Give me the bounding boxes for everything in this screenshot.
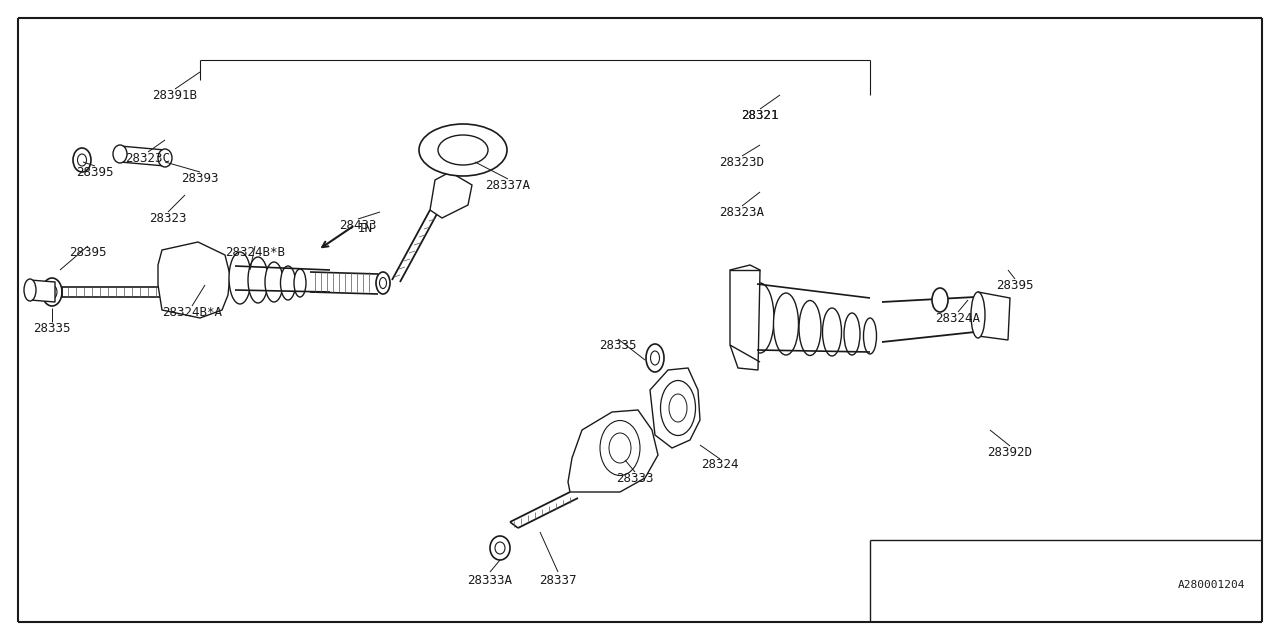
Ellipse shape (650, 351, 659, 365)
Ellipse shape (42, 278, 61, 306)
Ellipse shape (490, 536, 509, 560)
Text: 28395: 28395 (77, 166, 114, 179)
Text: 28395: 28395 (996, 278, 1034, 291)
Text: 28433: 28433 (339, 218, 376, 232)
Ellipse shape (495, 542, 506, 554)
Polygon shape (568, 410, 658, 492)
Text: 28393: 28393 (182, 172, 219, 184)
Text: 28333A: 28333A (467, 573, 512, 586)
Text: 28323: 28323 (150, 211, 187, 225)
Text: A280001204: A280001204 (1178, 580, 1245, 590)
Polygon shape (430, 172, 472, 218)
Ellipse shape (646, 344, 664, 372)
Ellipse shape (419, 124, 507, 176)
Text: 28333: 28333 (616, 472, 654, 484)
Text: 28324B*A: 28324B*A (163, 305, 221, 319)
Ellipse shape (294, 269, 306, 297)
Ellipse shape (376, 272, 390, 294)
Ellipse shape (609, 433, 631, 463)
Ellipse shape (113, 145, 127, 163)
Text: 28335: 28335 (599, 339, 636, 351)
Ellipse shape (669, 394, 687, 422)
Ellipse shape (932, 288, 948, 312)
Polygon shape (978, 292, 1010, 340)
Ellipse shape (24, 279, 36, 301)
Ellipse shape (972, 292, 986, 338)
Ellipse shape (660, 381, 695, 435)
Polygon shape (157, 242, 230, 318)
Ellipse shape (799, 301, 820, 355)
Text: 28395: 28395 (69, 246, 106, 259)
Ellipse shape (600, 420, 640, 476)
Text: 28324A: 28324A (936, 312, 980, 324)
Ellipse shape (773, 293, 799, 355)
Text: 28391B: 28391B (152, 88, 197, 102)
Text: 28324: 28324 (701, 458, 739, 472)
Text: 28323D: 28323D (719, 156, 764, 168)
Ellipse shape (844, 313, 860, 355)
Polygon shape (650, 368, 700, 448)
Ellipse shape (438, 135, 488, 165)
Text: 28321: 28321 (741, 109, 778, 122)
Ellipse shape (265, 262, 283, 302)
Ellipse shape (379, 278, 387, 289)
Polygon shape (730, 265, 760, 370)
Text: 28324B*B: 28324B*B (225, 246, 285, 259)
Text: 28323A: 28323A (719, 205, 764, 218)
Text: 28323C: 28323C (125, 152, 170, 164)
Text: 28392D: 28392D (987, 445, 1033, 458)
Ellipse shape (157, 149, 172, 167)
Ellipse shape (746, 283, 774, 353)
Ellipse shape (248, 257, 268, 303)
Polygon shape (29, 280, 55, 302)
Ellipse shape (73, 148, 91, 172)
Text: 28337A: 28337A (485, 179, 530, 191)
Ellipse shape (864, 318, 877, 354)
Text: 28321: 28321 (741, 109, 778, 122)
Ellipse shape (78, 154, 87, 166)
Polygon shape (120, 146, 165, 166)
Ellipse shape (229, 252, 251, 304)
Text: IN: IN (357, 221, 372, 234)
Text: 28337: 28337 (539, 573, 577, 586)
Text: 28335: 28335 (33, 321, 70, 335)
Ellipse shape (280, 266, 296, 300)
Ellipse shape (47, 285, 58, 299)
Ellipse shape (823, 308, 841, 356)
